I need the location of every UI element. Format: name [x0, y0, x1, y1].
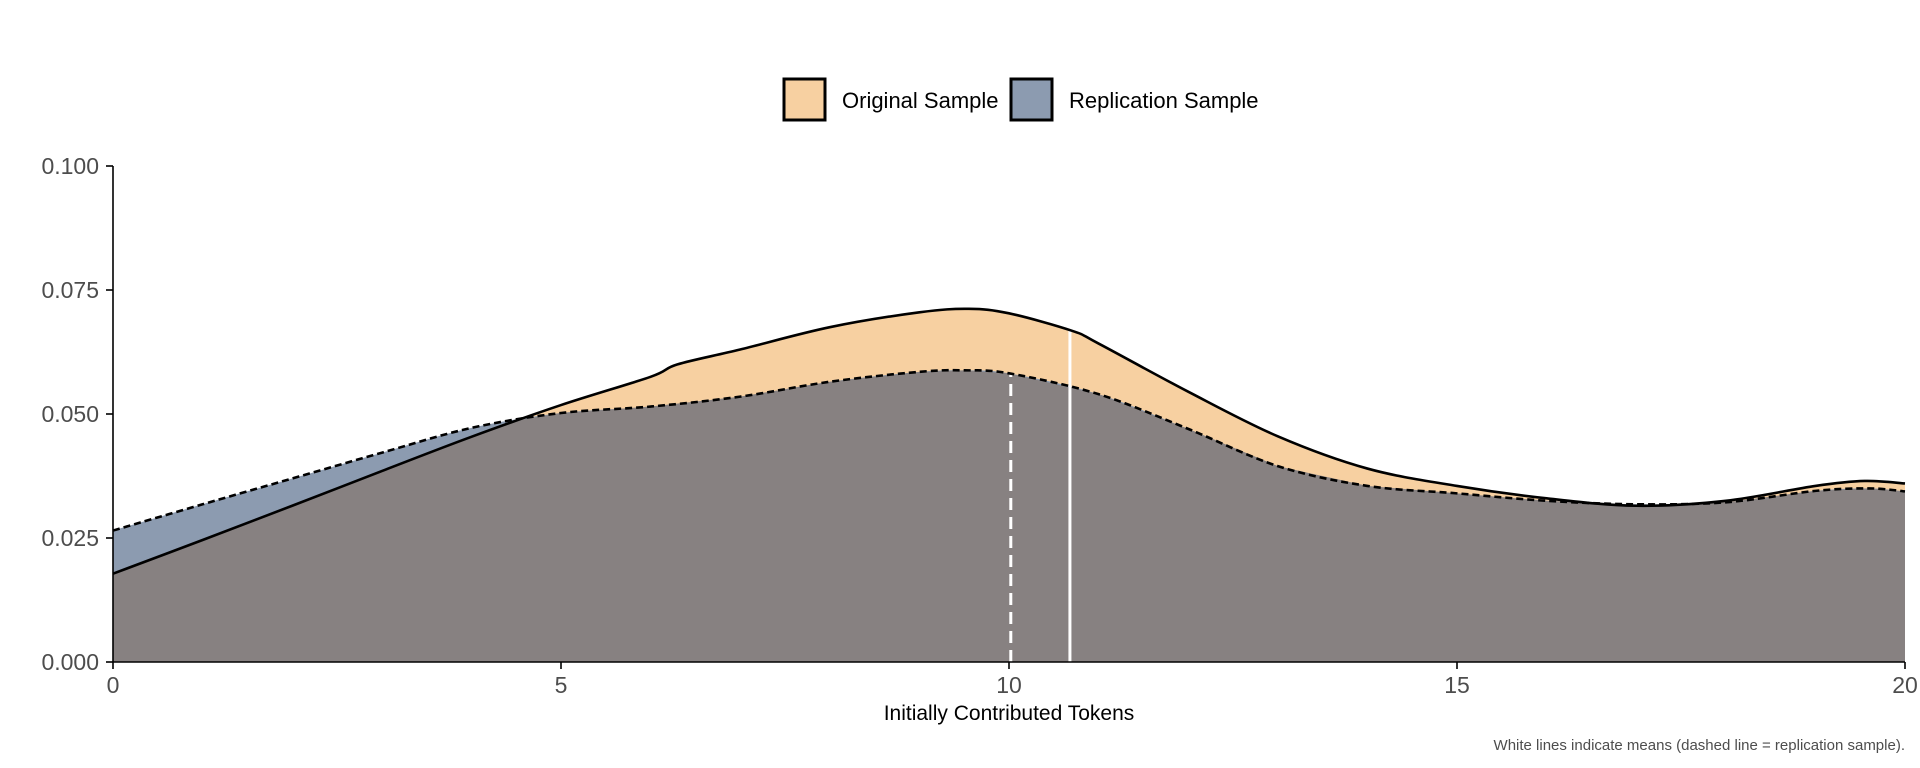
y-tick-label: 0.000	[41, 649, 99, 675]
density-overlap-area	[113, 370, 1905, 662]
chart-caption: White lines indicate means (dashed line …	[1494, 737, 1905, 754]
legend: Original Sample Replication Sample	[782, 77, 1259, 122]
y-tick-label: 0.100	[41, 153, 99, 179]
plot-area	[112, 307, 1906, 662]
x-tick-label: 5	[555, 672, 568, 698]
y-tick-label: 0.025	[41, 525, 99, 551]
x-tick-label: 0	[107, 672, 120, 698]
x-tick-label: 10	[996, 672, 1022, 698]
legend-label-replication: Replication Sample	[1069, 88, 1259, 113]
x-axis-title: Initially Contributed Tokens	[884, 702, 1135, 725]
x-tick-label: 15	[1444, 672, 1470, 698]
density-line-replication	[112, 368, 1906, 532]
axes: 0.000 0.025 0.050 0.075 0.100 0 5 10 15 20	[41, 153, 1917, 698]
legend-label-original: Original Sample	[842, 88, 999, 113]
density-line-original	[112, 307, 1906, 575]
legend-key-original	[782, 77, 827, 122]
y-tick-label: 0.050	[41, 401, 99, 427]
x-tick-label: 20	[1892, 672, 1918, 698]
y-tick-label: 0.075	[41, 277, 99, 303]
legend-key-replication	[1009, 77, 1054, 122]
